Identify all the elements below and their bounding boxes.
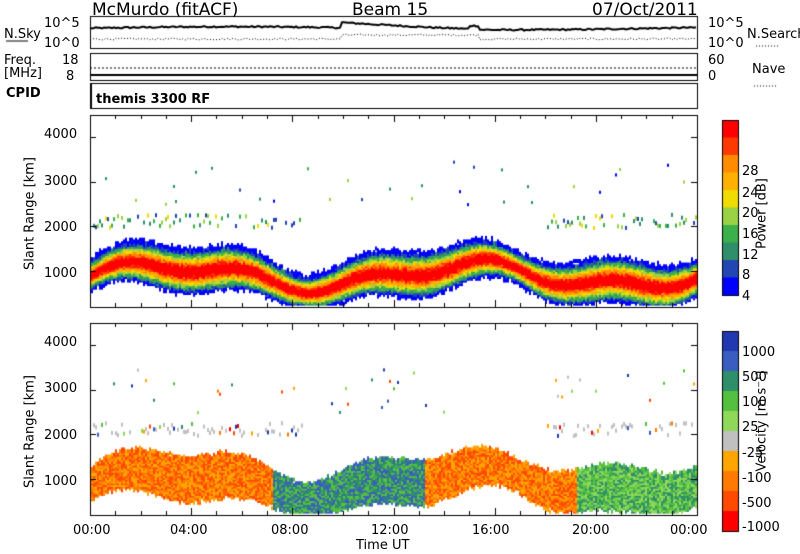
freq-label-1: Freq. bbox=[4, 53, 36, 68]
freq-ytick-right-top: 60 bbox=[708, 53, 725, 68]
date-label: 07/Oct/2011 bbox=[592, 0, 698, 20]
nave-label: Nave bbox=[752, 62, 786, 77]
noise-ytick-left-top: 10^5 bbox=[44, 16, 80, 31]
power-ytick: 1000 bbox=[44, 266, 78, 281]
cpid-label: CPID bbox=[6, 86, 41, 101]
power-cbar-tick: 20 bbox=[742, 206, 759, 221]
velocity-ytick: 4000 bbox=[44, 335, 78, 350]
velocity-cbar-tick: 1000 bbox=[742, 345, 776, 360]
power-cbar-label: Power [dB] bbox=[754, 178, 770, 249]
freq-label-2: [MHz] bbox=[4, 66, 42, 81]
power-ylabel: Slant Range [km] bbox=[22, 157, 38, 270]
power-ytick: 3000 bbox=[44, 174, 78, 189]
power-ytick: 2000 bbox=[44, 220, 78, 235]
x-tick: 00:00 bbox=[73, 523, 111, 538]
freq-ytick-right-bottom: 0 bbox=[708, 69, 717, 84]
freq-ytick-left-top: 18 bbox=[62, 53, 79, 68]
beam-label: Beam 15 bbox=[352, 0, 429, 20]
x-axis-label: Time UT bbox=[356, 538, 410, 553]
power-cbar-tick: 24 bbox=[742, 186, 759, 201]
x-tick: 16:00 bbox=[472, 523, 510, 538]
station-title: McMurdo (fitACF) bbox=[92, 0, 239, 20]
velocity-cbar-tick: -100 bbox=[742, 471, 772, 486]
velocity-cbar-tick: 500 bbox=[742, 370, 767, 385]
power-cbar-tick: 4 bbox=[742, 289, 751, 304]
noise-ytick-right-top: 10^5 bbox=[708, 16, 744, 31]
velocity-cbar-tick: 100 bbox=[742, 395, 767, 410]
velocity-ylabel: Slant Range [km] bbox=[22, 375, 38, 488]
velocity-ytick: 3000 bbox=[44, 381, 78, 396]
velocity-cbar-label: Velocity [m s⁻¹] bbox=[754, 370, 770, 472]
power-ytick: 4000 bbox=[44, 127, 78, 142]
power-cbar-tick: 28 bbox=[742, 164, 759, 179]
cpid-value: themis 3300 RF bbox=[96, 92, 211, 107]
velocity-cbar-tick: 25 bbox=[742, 420, 759, 435]
x-tick: 00:00 bbox=[670, 523, 708, 538]
noise-ytick-right-bottom: 10^0 bbox=[708, 36, 744, 51]
noise-sky-label: N.Sky bbox=[4, 27, 41, 42]
noise-ytick-left-bottom: 10^0 bbox=[44, 36, 80, 51]
freq-ytick-left-bottom: 8 bbox=[66, 69, 75, 84]
velocity-cbar-tick: -25 bbox=[742, 446, 764, 461]
x-tick: 04:00 bbox=[170, 523, 208, 538]
x-tick: 20:00 bbox=[572, 523, 610, 538]
x-tick: 08:00 bbox=[271, 523, 309, 538]
noise-search-label: N.Search bbox=[747, 27, 800, 42]
velocity-cbar-tick: -500 bbox=[742, 496, 772, 511]
power-cbar-tick: 8 bbox=[742, 268, 751, 283]
power-cbar-tick: 16 bbox=[742, 227, 759, 242]
velocity-cbar-tick: -1000 bbox=[742, 520, 780, 535]
x-tick: 12:00 bbox=[371, 523, 409, 538]
velocity-ytick: 2000 bbox=[44, 428, 78, 443]
power-cbar-tick: 12 bbox=[742, 248, 759, 263]
velocity-ytick: 1000 bbox=[44, 474, 78, 489]
